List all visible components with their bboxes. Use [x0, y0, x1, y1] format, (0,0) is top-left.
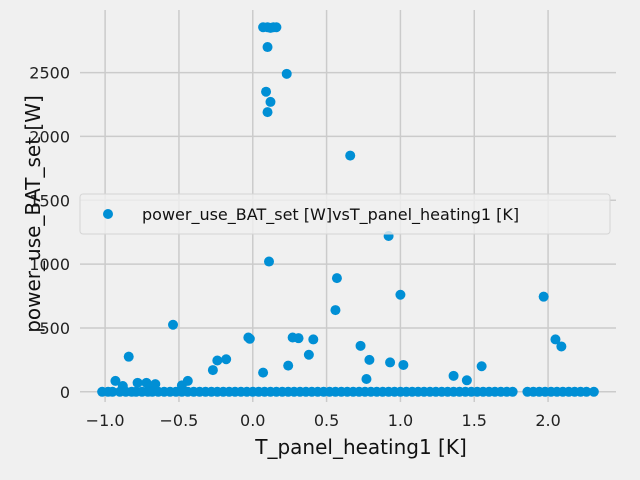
x-axis-label: T_panel_heating1 [K] — [254, 435, 467, 459]
x-tick-label: 0.5 — [314, 411, 339, 430]
data-point — [331, 273, 342, 284]
data-point — [507, 386, 518, 397]
y-tick-labels: 0 500 1000 1500 2000 2500 — [29, 64, 70, 402]
y-tick-label: 1000 — [29, 255, 70, 274]
data-point — [355, 340, 366, 351]
data-point — [207, 365, 218, 376]
x-tick-label: 1.0 — [388, 411, 413, 430]
data-point — [244, 333, 255, 344]
data-point — [168, 319, 179, 330]
x-tick-label: −1.0 — [86, 411, 125, 430]
data-point — [271, 22, 282, 33]
y-tick-label: 500 — [39, 319, 70, 338]
legend-entry: power_use_BAT_set [W]vsT_panel_heating1 … — [142, 205, 519, 225]
data-point — [258, 367, 269, 378]
data-point — [538, 291, 549, 302]
data-point — [123, 351, 134, 362]
data-point — [107, 386, 118, 397]
x-tick-labels: −1.0 −0.5 0.0 0.5 1.0 1.5 2.0 — [86, 411, 561, 430]
data-point — [264, 256, 275, 267]
data-point — [364, 354, 375, 365]
data-point — [550, 334, 561, 345]
data-point — [581, 386, 592, 397]
data-point — [308, 334, 319, 345]
y-axis-label: power_use_BAT_set [W] — [21, 95, 45, 333]
data-point — [461, 375, 472, 386]
data-point — [281, 68, 292, 79]
data-point — [261, 86, 272, 97]
data-point — [556, 341, 567, 352]
data-point — [395, 289, 406, 300]
data-point — [330, 305, 341, 316]
data-point — [221, 354, 232, 365]
x-tick-label: 2.0 — [535, 411, 560, 430]
data-point — [132, 377, 143, 388]
y-tick-label: 0 — [60, 383, 70, 402]
legend-box — [79, 193, 611, 235]
data-point — [448, 370, 459, 381]
data-point — [345, 150, 356, 161]
y-tick-label: 2500 — [29, 64, 70, 83]
y-tick-label: 1500 — [29, 191, 70, 210]
data-point — [265, 96, 276, 107]
data-point — [110, 375, 121, 386]
legend: power_use_BAT_set [W]vsT_panel_heating1 … — [79, 193, 611, 235]
data-point — [293, 333, 304, 344]
data-point — [212, 355, 223, 366]
x-tick-label: 1.5 — [462, 411, 487, 430]
data-points — [97, 22, 599, 397]
data-point — [361, 374, 372, 385]
y-tick-label: 2000 — [29, 127, 70, 146]
x-tick-label: −0.5 — [160, 411, 199, 430]
data-point — [385, 357, 396, 368]
data-point — [476, 361, 487, 372]
legend-marker — [103, 209, 113, 219]
data-point — [283, 360, 294, 371]
data-point — [262, 42, 273, 53]
x-tick-label: 0.0 — [240, 411, 265, 430]
data-point — [262, 107, 273, 118]
data-point — [398, 359, 409, 370]
data-point — [588, 386, 599, 397]
data-point — [303, 349, 314, 360]
